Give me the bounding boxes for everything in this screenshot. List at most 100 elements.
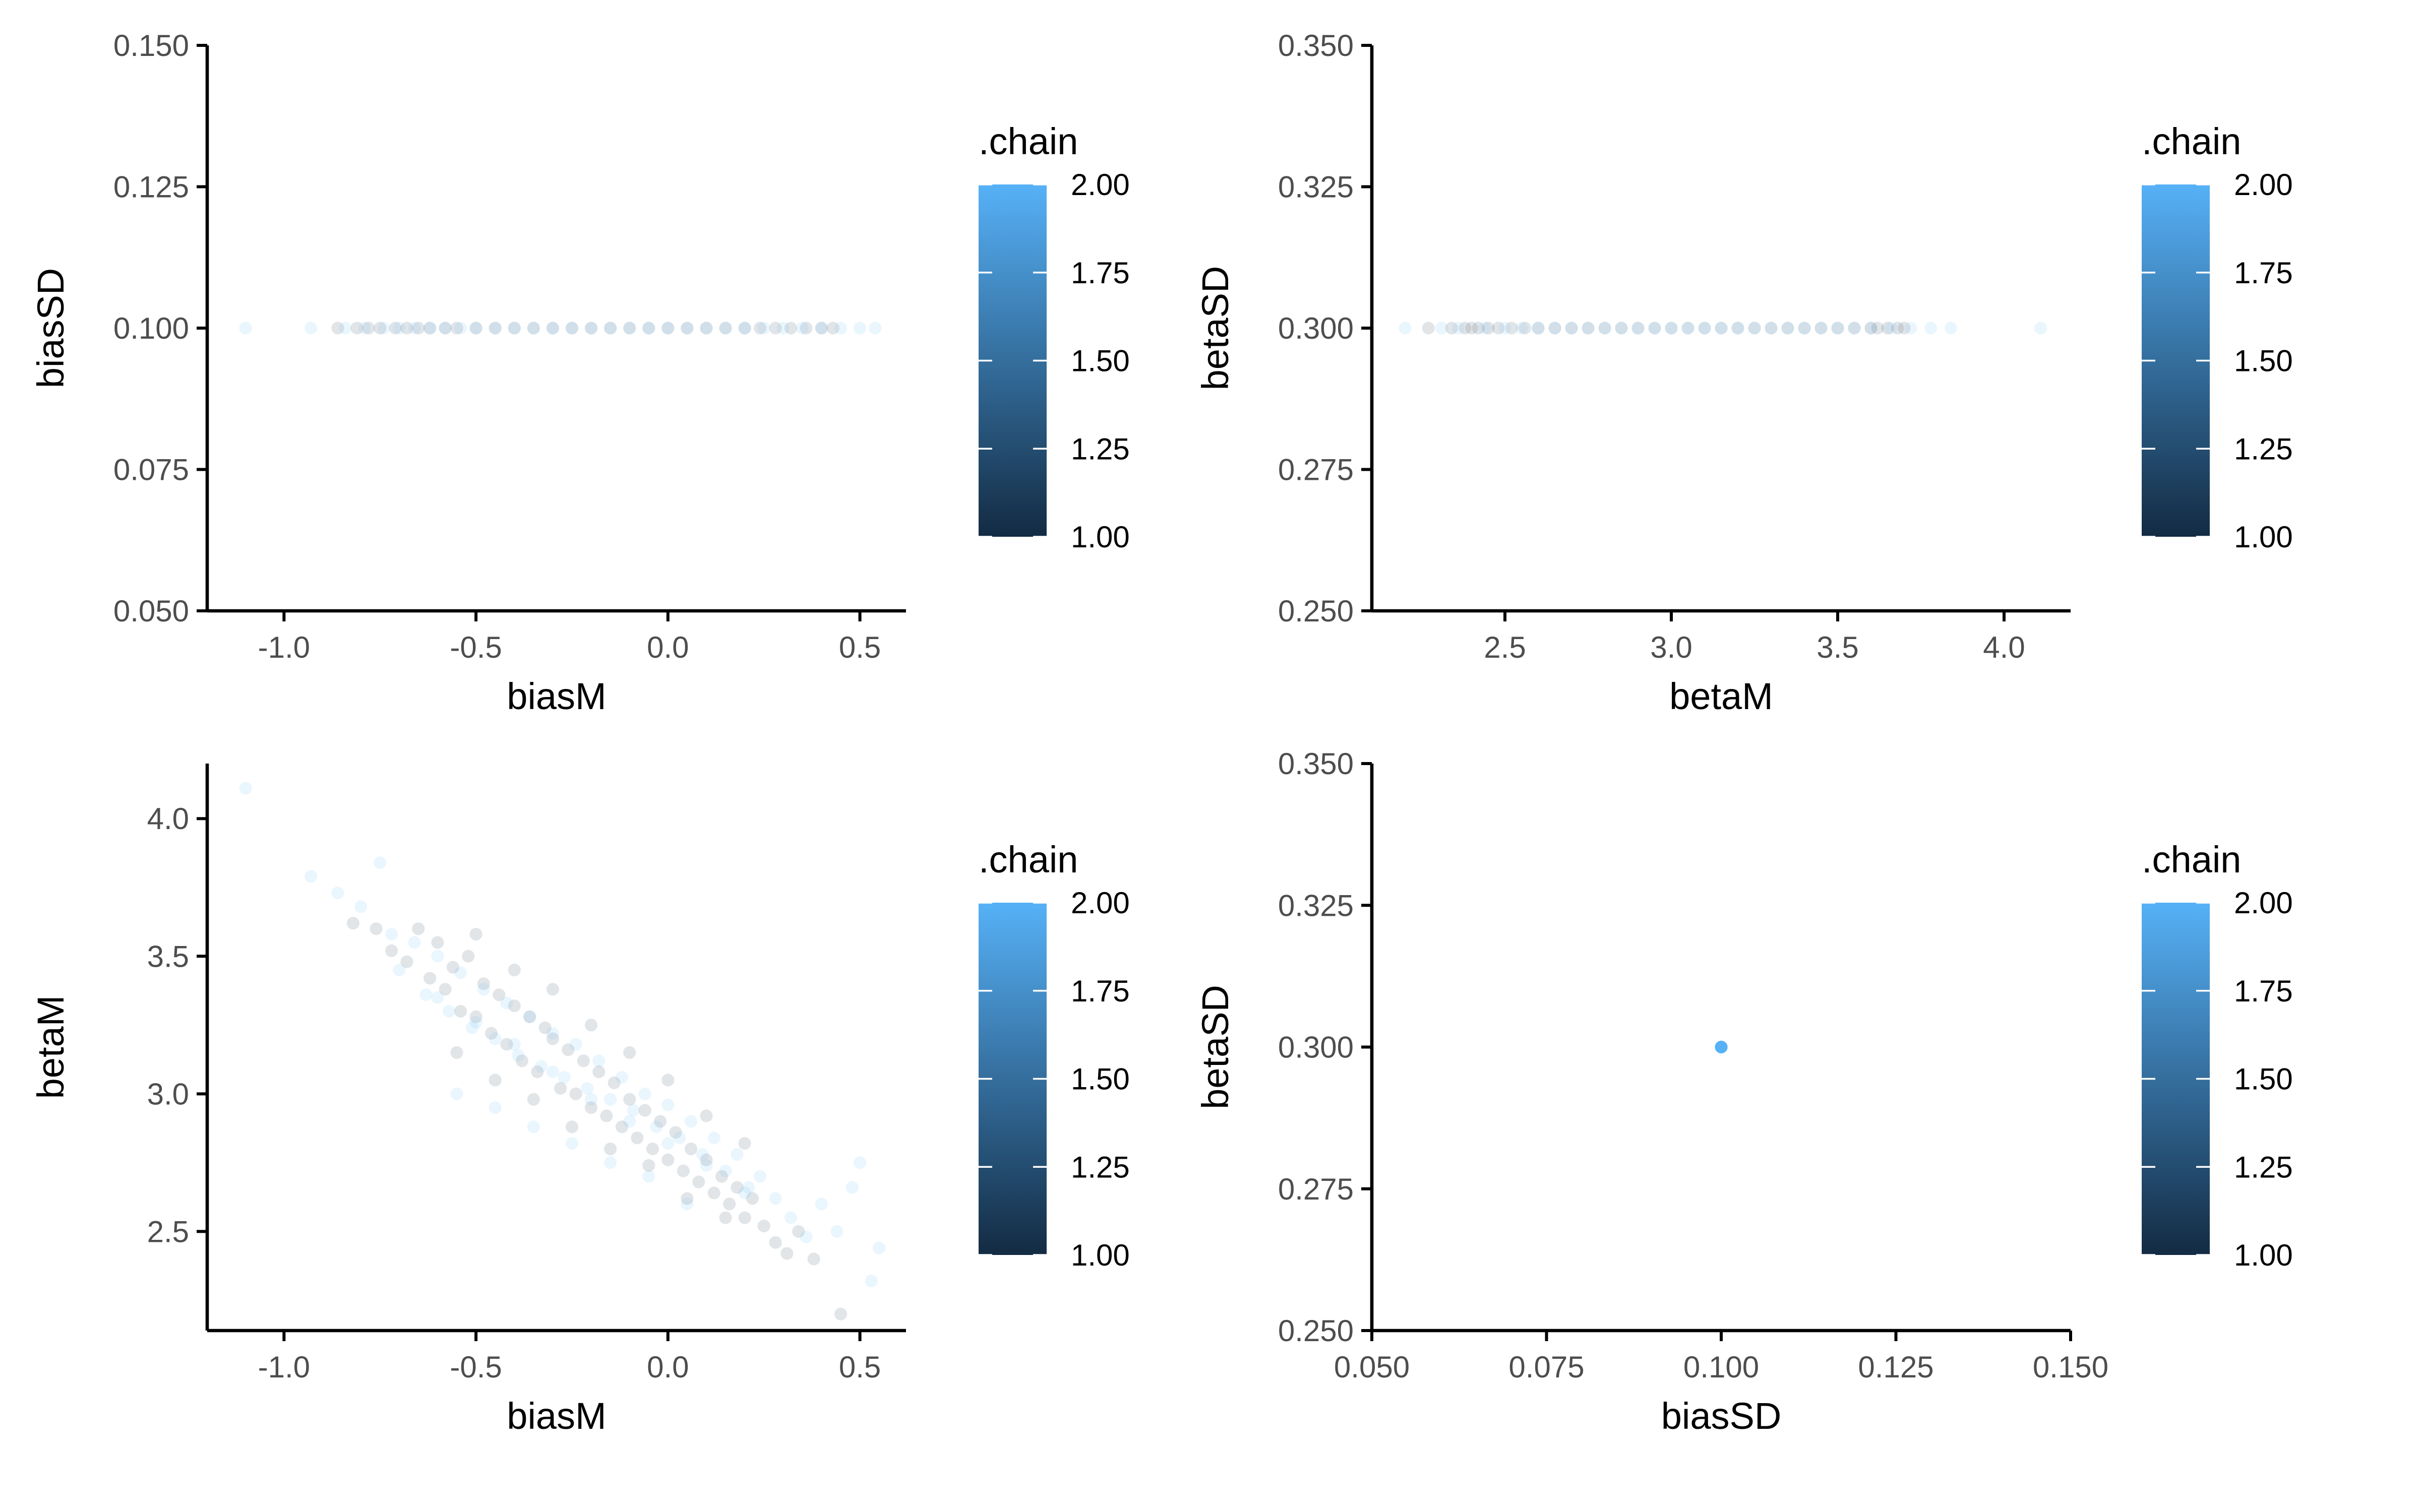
data-point <box>661 1153 675 1167</box>
data-point <box>508 1038 521 1051</box>
data-point <box>661 322 675 335</box>
data-point <box>385 927 398 941</box>
y-axis-title: betaSD <box>1194 266 1236 391</box>
data-point <box>1548 322 1561 335</box>
data-point <box>431 950 444 963</box>
data-point <box>719 1211 732 1224</box>
data-point <box>331 322 344 335</box>
data-point <box>419 988 433 1001</box>
data-point <box>854 322 867 335</box>
data-point <box>604 1142 617 1156</box>
data-point <box>696 1148 709 1161</box>
data-point <box>661 1098 675 1111</box>
data-point <box>1898 322 1911 335</box>
data-point <box>508 999 521 1013</box>
data-point <box>408 936 421 949</box>
y-axis-title: betaSD <box>1194 985 1236 1109</box>
data-point <box>546 1032 559 1045</box>
data-point <box>2034 322 2047 335</box>
color-legend: .chain 2.00 1.75 1.50 1.25 1.00 <box>979 120 1130 554</box>
data-point <box>469 322 482 335</box>
data-point <box>489 1101 502 1114</box>
x-axis-title: biasM <box>507 675 606 717</box>
data-point <box>638 1087 651 1100</box>
data-point <box>845 1181 859 1194</box>
data-point <box>592 1054 606 1067</box>
data-point <box>584 322 598 335</box>
data-point <box>826 322 839 335</box>
data-point <box>873 1241 886 1254</box>
points-layer <box>1715 1040 1728 1054</box>
legend-label: 1.00 <box>2234 1238 2293 1272</box>
data-point <box>1731 322 1744 335</box>
data-point <box>742 1181 755 1194</box>
data-point <box>1472 322 1485 335</box>
data-point <box>638 1104 651 1117</box>
data-point <box>527 1093 540 1106</box>
data-point <box>776 322 790 335</box>
data-point <box>527 322 540 335</box>
x-tick-label: -1.0 <box>258 631 310 664</box>
data-point <box>362 322 375 335</box>
data-point <box>1435 322 1448 335</box>
legend-label: 1.50 <box>1071 1062 1130 1096</box>
legend-label: 1.00 <box>1071 1238 1130 1272</box>
data-point <box>719 322 732 335</box>
data-point <box>485 1027 498 1040</box>
x-axis-title: betaM <box>1669 675 1773 717</box>
data-point <box>615 1120 629 1133</box>
data-point <box>815 322 828 335</box>
data-point <box>446 961 459 974</box>
data-point <box>1565 322 1578 335</box>
data-point <box>757 1219 770 1233</box>
data-point <box>439 322 452 335</box>
data-point <box>1848 322 1861 335</box>
data-point <box>584 322 598 335</box>
data-point <box>1748 322 1761 335</box>
data-point <box>1615 322 1628 335</box>
data-point <box>546 1027 559 1040</box>
data-point <box>477 977 490 990</box>
legend-label: 1.25 <box>1071 432 1130 466</box>
y-tick-label: 2.5 <box>147 1215 189 1248</box>
legend-label: 1.75 <box>1071 256 1130 290</box>
data-point <box>650 1120 663 1133</box>
data-point <box>331 887 344 900</box>
x-tick-label: 3.5 <box>1817 631 1858 664</box>
data-point <box>681 1192 694 1205</box>
y-tick-label: 0.325 <box>1278 170 1354 204</box>
data-point <box>454 966 467 979</box>
data-point <box>608 1076 621 1090</box>
data-point <box>815 1198 828 1211</box>
data-point <box>681 322 694 335</box>
data-point <box>512 1049 525 1062</box>
legend-label: 2.00 <box>1071 168 1130 202</box>
data-point <box>465 1021 479 1034</box>
y-tick-label: 0.100 <box>113 311 189 345</box>
data-point <box>834 1307 848 1320</box>
data-point <box>393 322 406 335</box>
y-tick-label: 0.275 <box>1278 453 1354 487</box>
data-point <box>350 322 364 335</box>
x-tick-label: 4.0 <box>1983 631 2025 664</box>
data-point <box>692 1175 705 1188</box>
y-tick-label: 0.300 <box>1278 1031 1354 1064</box>
data-point <box>1648 322 1661 335</box>
data-point <box>439 322 452 335</box>
data-point <box>565 1137 579 1150</box>
y-tick-label: 0.150 <box>113 29 189 62</box>
x-tick-label: 0.125 <box>1858 1350 1933 1384</box>
panel-1: -1.0 -0.5 0.0 0.5 0.050 0.075 0.100 0.125 0.150 b… <box>30 29 1130 717</box>
data-point <box>784 322 798 335</box>
data-point <box>719 322 732 335</box>
data-point <box>669 1126 682 1139</box>
data-point <box>854 1156 867 1169</box>
data-point <box>681 322 694 335</box>
data-point <box>1598 322 1611 335</box>
y-tick-label: 0.275 <box>1278 1172 1354 1206</box>
data-point <box>389 322 402 335</box>
data-point <box>615 1070 629 1084</box>
data-point <box>1814 322 1828 335</box>
data-point <box>673 1131 686 1145</box>
